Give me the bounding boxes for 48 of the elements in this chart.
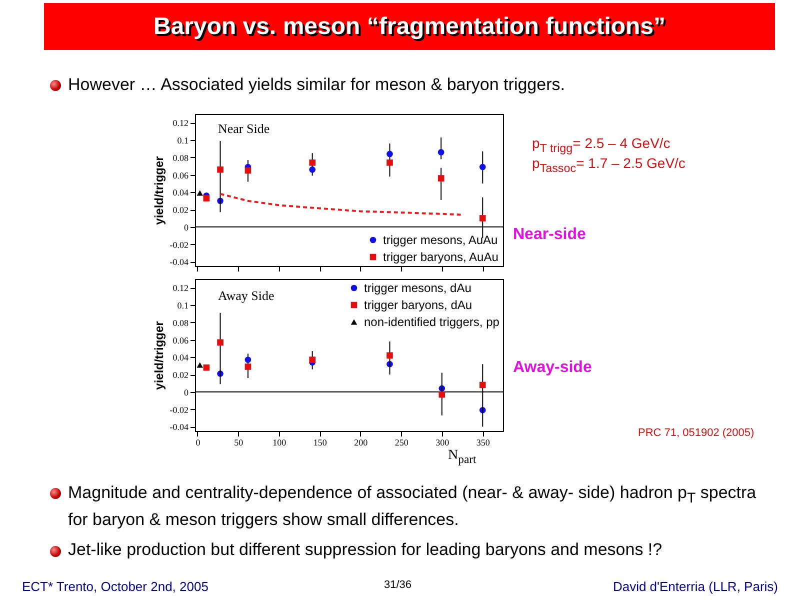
chart-subtitle: However … Associated yields similar for meson & baryon triggers.	[68, 75, 565, 95]
y-tick-label: -0.04	[170, 422, 189, 432]
legend-label: trigger mesons, dAu	[364, 281, 472, 295]
text: p$_{Tassoc}$= 1.7 – 2.5 GeV/c	[532, 155, 686, 175]
y-axis-title: yield/trigger	[152, 156, 166, 225]
text: Away-side	[513, 359, 592, 377]
annotation: Away Side	[218, 288, 274, 304]
y-tick-label: -0.02	[170, 404, 188, 415]
x-tick-label: 250	[394, 438, 409, 448]
y-tick-label: 0.12	[172, 283, 188, 294]
x-tick-label: 100	[272, 438, 287, 448]
legend-label: trigger baryons, AuAu	[383, 250, 498, 264]
y-tick-label: 0.08	[172, 318, 189, 328]
y-tick-label: 0.06	[172, 170, 189, 180]
legend-label: trigger mesons, AuAu	[383, 233, 498, 247]
y-tick-label: 0.06	[172, 335, 189, 346]
text: Magnitude and centrality-dependence of associated (near- & away- side) hadron p$_{T}$ spectra for baryon & meson triggers show small differences.	[68, 483, 756, 530]
x-tick-label: 0	[196, 438, 201, 448]
x-tick-label: 50	[234, 438, 244, 448]
y-tick-label: 0.12	[172, 118, 188, 128]
y-tick-label: 0.02	[172, 370, 188, 380]
y-tick-label: 0.02	[172, 205, 188, 216]
legend-label: non-identified triggers, pp	[364, 315, 500, 329]
legend-label: trigger baryons, dAu	[364, 298, 472, 312]
y-tick-label: 0.08	[172, 152, 189, 163]
y-tick-label: -0.02	[170, 240, 188, 250]
y-tick-label: 0	[184, 387, 189, 398]
y-tick-label: 0.1	[177, 136, 188, 146]
text: Near-side	[513, 226, 586, 244]
text: 31/36	[384, 579, 412, 591]
x-tick-label: 200	[354, 438, 368, 448]
y-tick-label: 0.1	[177, 300, 188, 311]
text: ECT* Trento, October 2nd, 2005	[22, 579, 208, 594]
y-axis-title: yield/trigger	[152, 320, 166, 390]
y-tick-label: 0	[184, 222, 189, 232]
y-tick-label: -0.04	[170, 257, 189, 268]
y-tick-label: 0.04	[172, 352, 189, 363]
chart-title: Baryon vs. meson “fragmentation functions”	[44, 3, 775, 50]
x-axis-title: N$_{part}$	[448, 448, 476, 466]
text: PRC 71, 051902 (2005)	[638, 427, 754, 439]
text: p$_{T trigg}$= 2.5 – 4 GeV/c	[532, 135, 670, 155]
y-tick-label: 0.04	[172, 188, 189, 198]
x-tick-label: 300	[436, 438, 450, 448]
x-tick-label: 150	[313, 438, 328, 448]
text: David d'Enterria (LLR, Paris)	[612, 579, 778, 594]
annotation: Near Side	[218, 121, 270, 137]
x-tick-label: 350	[476, 438, 490, 448]
text: Jet-like production but different suppression for leading baryons and mesons !?	[68, 540, 662, 560]
